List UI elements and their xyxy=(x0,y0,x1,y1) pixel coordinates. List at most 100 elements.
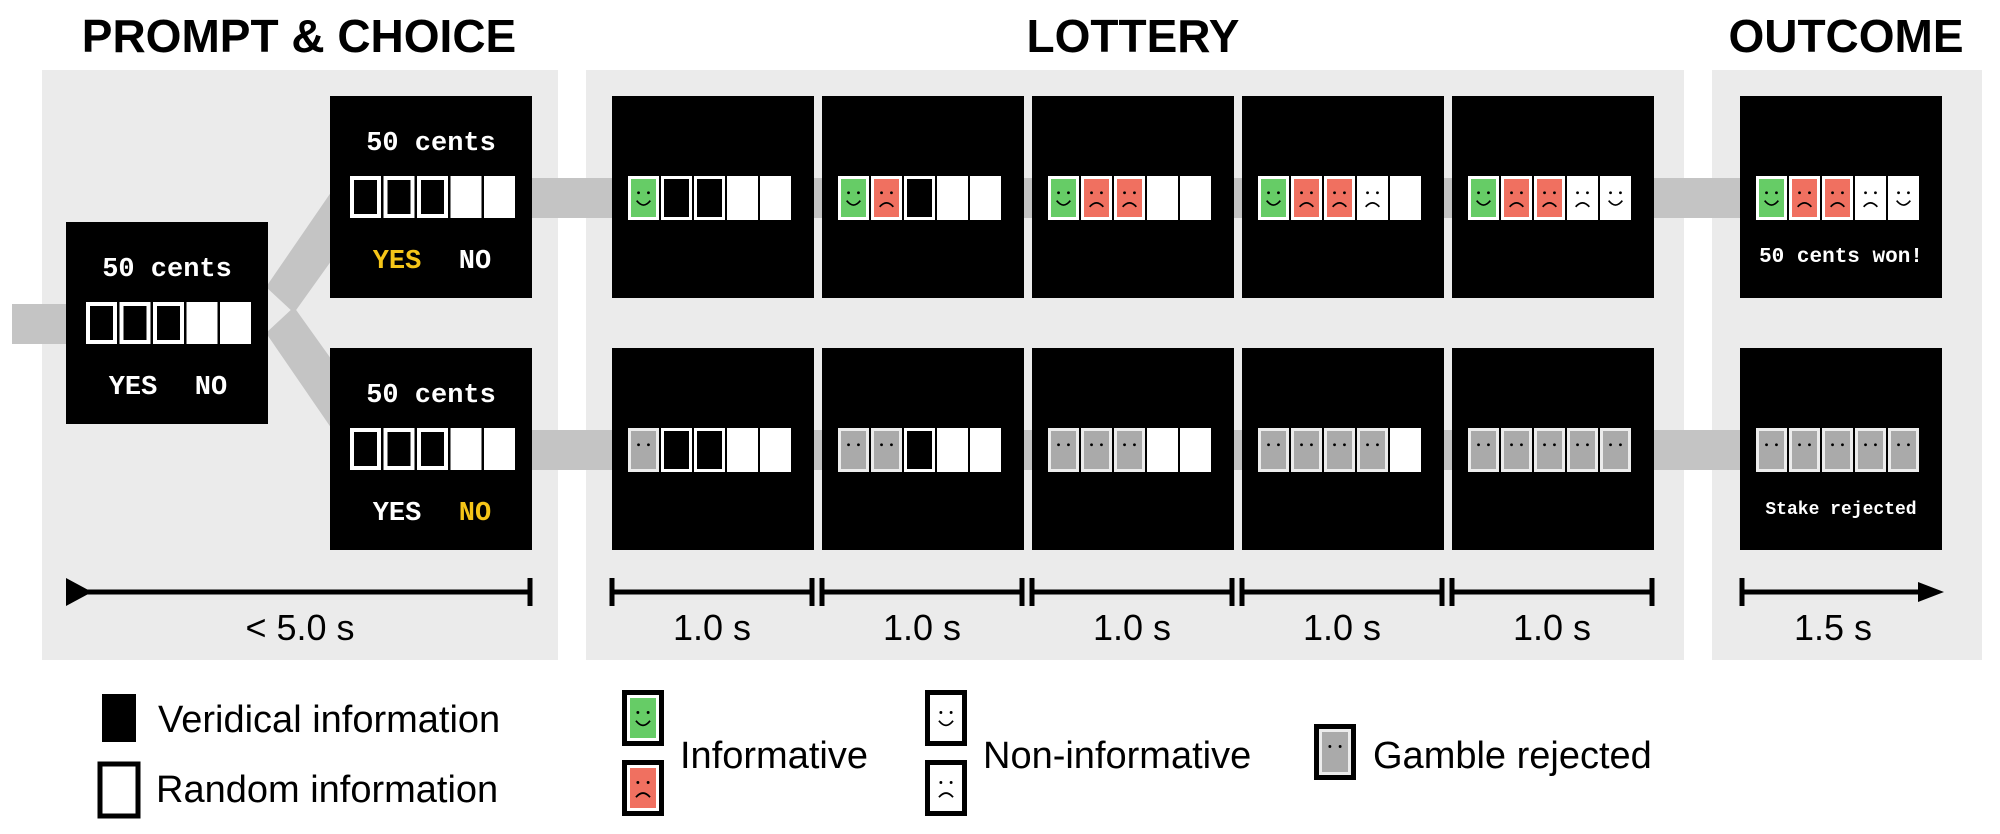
choice-yes-screen: 50 cents YES NO xyxy=(330,96,532,298)
stake-label: 50 cents xyxy=(366,381,496,411)
happy-card xyxy=(628,176,659,220)
legend-random-label: Random information xyxy=(156,769,498,811)
happy-card xyxy=(1258,176,1289,220)
rejected-card xyxy=(1501,428,1532,472)
lottery-screen-accepted xyxy=(822,96,1024,298)
random-card xyxy=(450,176,482,218)
lottery-screen-accepted xyxy=(1242,96,1444,298)
veridical-card xyxy=(350,176,381,218)
outcome-won-screen: 50 cents won! xyxy=(1740,96,1942,298)
sad-card xyxy=(627,765,659,811)
card-row xyxy=(350,428,515,470)
random-card xyxy=(484,428,515,470)
rejected-card xyxy=(1291,428,1322,472)
sad-card xyxy=(1501,176,1532,220)
rejected-card xyxy=(1048,428,1079,472)
lottery-screen-rejected xyxy=(612,348,814,550)
rejected-card xyxy=(871,428,902,472)
card-row xyxy=(350,176,515,218)
lottery-screen-accepted xyxy=(1452,96,1654,298)
rejected-card xyxy=(1567,428,1598,472)
rejected-message: Stake rejected xyxy=(1765,500,1916,520)
rejected-card xyxy=(1822,428,1853,472)
legend-non-informative-frown-swatch xyxy=(925,760,967,816)
sad-card xyxy=(1324,176,1355,220)
outcome-duration-label: 1.5 s xyxy=(1794,607,1872,648)
legend-non-informative-label: Non-informative xyxy=(983,735,1251,777)
stake-label: 50 cents xyxy=(102,255,232,285)
lottery-duration-label: 1.0 s xyxy=(1303,607,1381,648)
veridical-card xyxy=(417,176,448,218)
rejected-card xyxy=(838,428,869,472)
choice-no-screen: 50 cents YES NO xyxy=(330,348,532,550)
timeline-end-arrow xyxy=(1918,582,1944,602)
yes-option: YES xyxy=(109,373,158,403)
lottery-screen-accepted xyxy=(1032,96,1234,298)
veridical-card xyxy=(153,302,184,344)
veridical-card xyxy=(417,428,448,470)
card-row xyxy=(1756,428,1919,472)
rejected-card xyxy=(1534,428,1565,472)
no-option-selected: NO xyxy=(459,499,491,529)
legend-veridical-label: Veridical information xyxy=(158,699,500,741)
sad-card xyxy=(1081,176,1112,220)
random-card xyxy=(450,428,482,470)
legend-rejected-label: Gamble rejected xyxy=(1373,735,1652,777)
sad-card xyxy=(1534,176,1565,220)
rejected-card xyxy=(1357,428,1388,472)
yes-option-selected: YES xyxy=(373,247,422,277)
prompt-duration-label: < 5.0 s xyxy=(245,607,354,648)
random-card xyxy=(970,176,1001,220)
random-card xyxy=(484,176,515,218)
random-card xyxy=(727,176,758,220)
lottery-screen-rejected xyxy=(1452,348,1654,550)
lottery-screen-rejected xyxy=(1242,348,1444,550)
card-row xyxy=(1756,176,1919,220)
smile-card xyxy=(1600,176,1631,220)
random-card xyxy=(1390,176,1421,220)
veridical-card xyxy=(694,428,725,472)
veridical-card xyxy=(904,176,935,220)
rejected-card xyxy=(1600,428,1631,472)
random-card xyxy=(970,428,1001,472)
rejected-card xyxy=(1324,428,1355,472)
rejected-card xyxy=(628,428,659,472)
lottery-duration-label: 1.0 s xyxy=(1513,607,1591,648)
sad-card xyxy=(871,176,902,220)
rejected-card xyxy=(1888,428,1919,472)
random-card xyxy=(937,428,968,472)
frown-card xyxy=(1357,176,1388,220)
lottery-screen-accepted xyxy=(612,96,814,298)
veridical-card xyxy=(383,176,415,218)
legend: Veridical information Random information… xyxy=(97,690,1652,819)
rejected-card xyxy=(1789,428,1820,472)
happy-card xyxy=(1468,176,1499,220)
lottery-duration-label: 1.0 s xyxy=(883,607,961,648)
random-card xyxy=(760,176,791,220)
random-card xyxy=(1147,428,1178,472)
veridical-card xyxy=(86,302,117,344)
timeline-start-triangle xyxy=(66,578,92,606)
pipe-entry xyxy=(12,304,68,344)
happy-card xyxy=(838,176,869,220)
legend-random-swatch xyxy=(97,761,141,819)
random-card xyxy=(937,176,968,220)
veridical-card xyxy=(119,302,151,344)
rejected-card xyxy=(1258,428,1289,472)
lottery-screen-rejected xyxy=(1032,348,1234,550)
no-option: NO xyxy=(459,247,491,277)
random-card xyxy=(1180,428,1211,472)
veridical-card xyxy=(661,176,692,220)
veridical-card xyxy=(661,428,692,472)
frown-card xyxy=(1567,176,1598,220)
lottery-duration-label: 1.0 s xyxy=(673,607,751,648)
lottery-screens xyxy=(612,96,1654,550)
yes-option: YES xyxy=(373,499,422,529)
sad-card xyxy=(1291,176,1322,220)
legend-non-informative-smile-swatch xyxy=(925,690,967,746)
random-card xyxy=(760,428,791,472)
veridical-card xyxy=(383,428,415,470)
frown-card xyxy=(1855,176,1886,220)
random-card xyxy=(1147,176,1178,220)
